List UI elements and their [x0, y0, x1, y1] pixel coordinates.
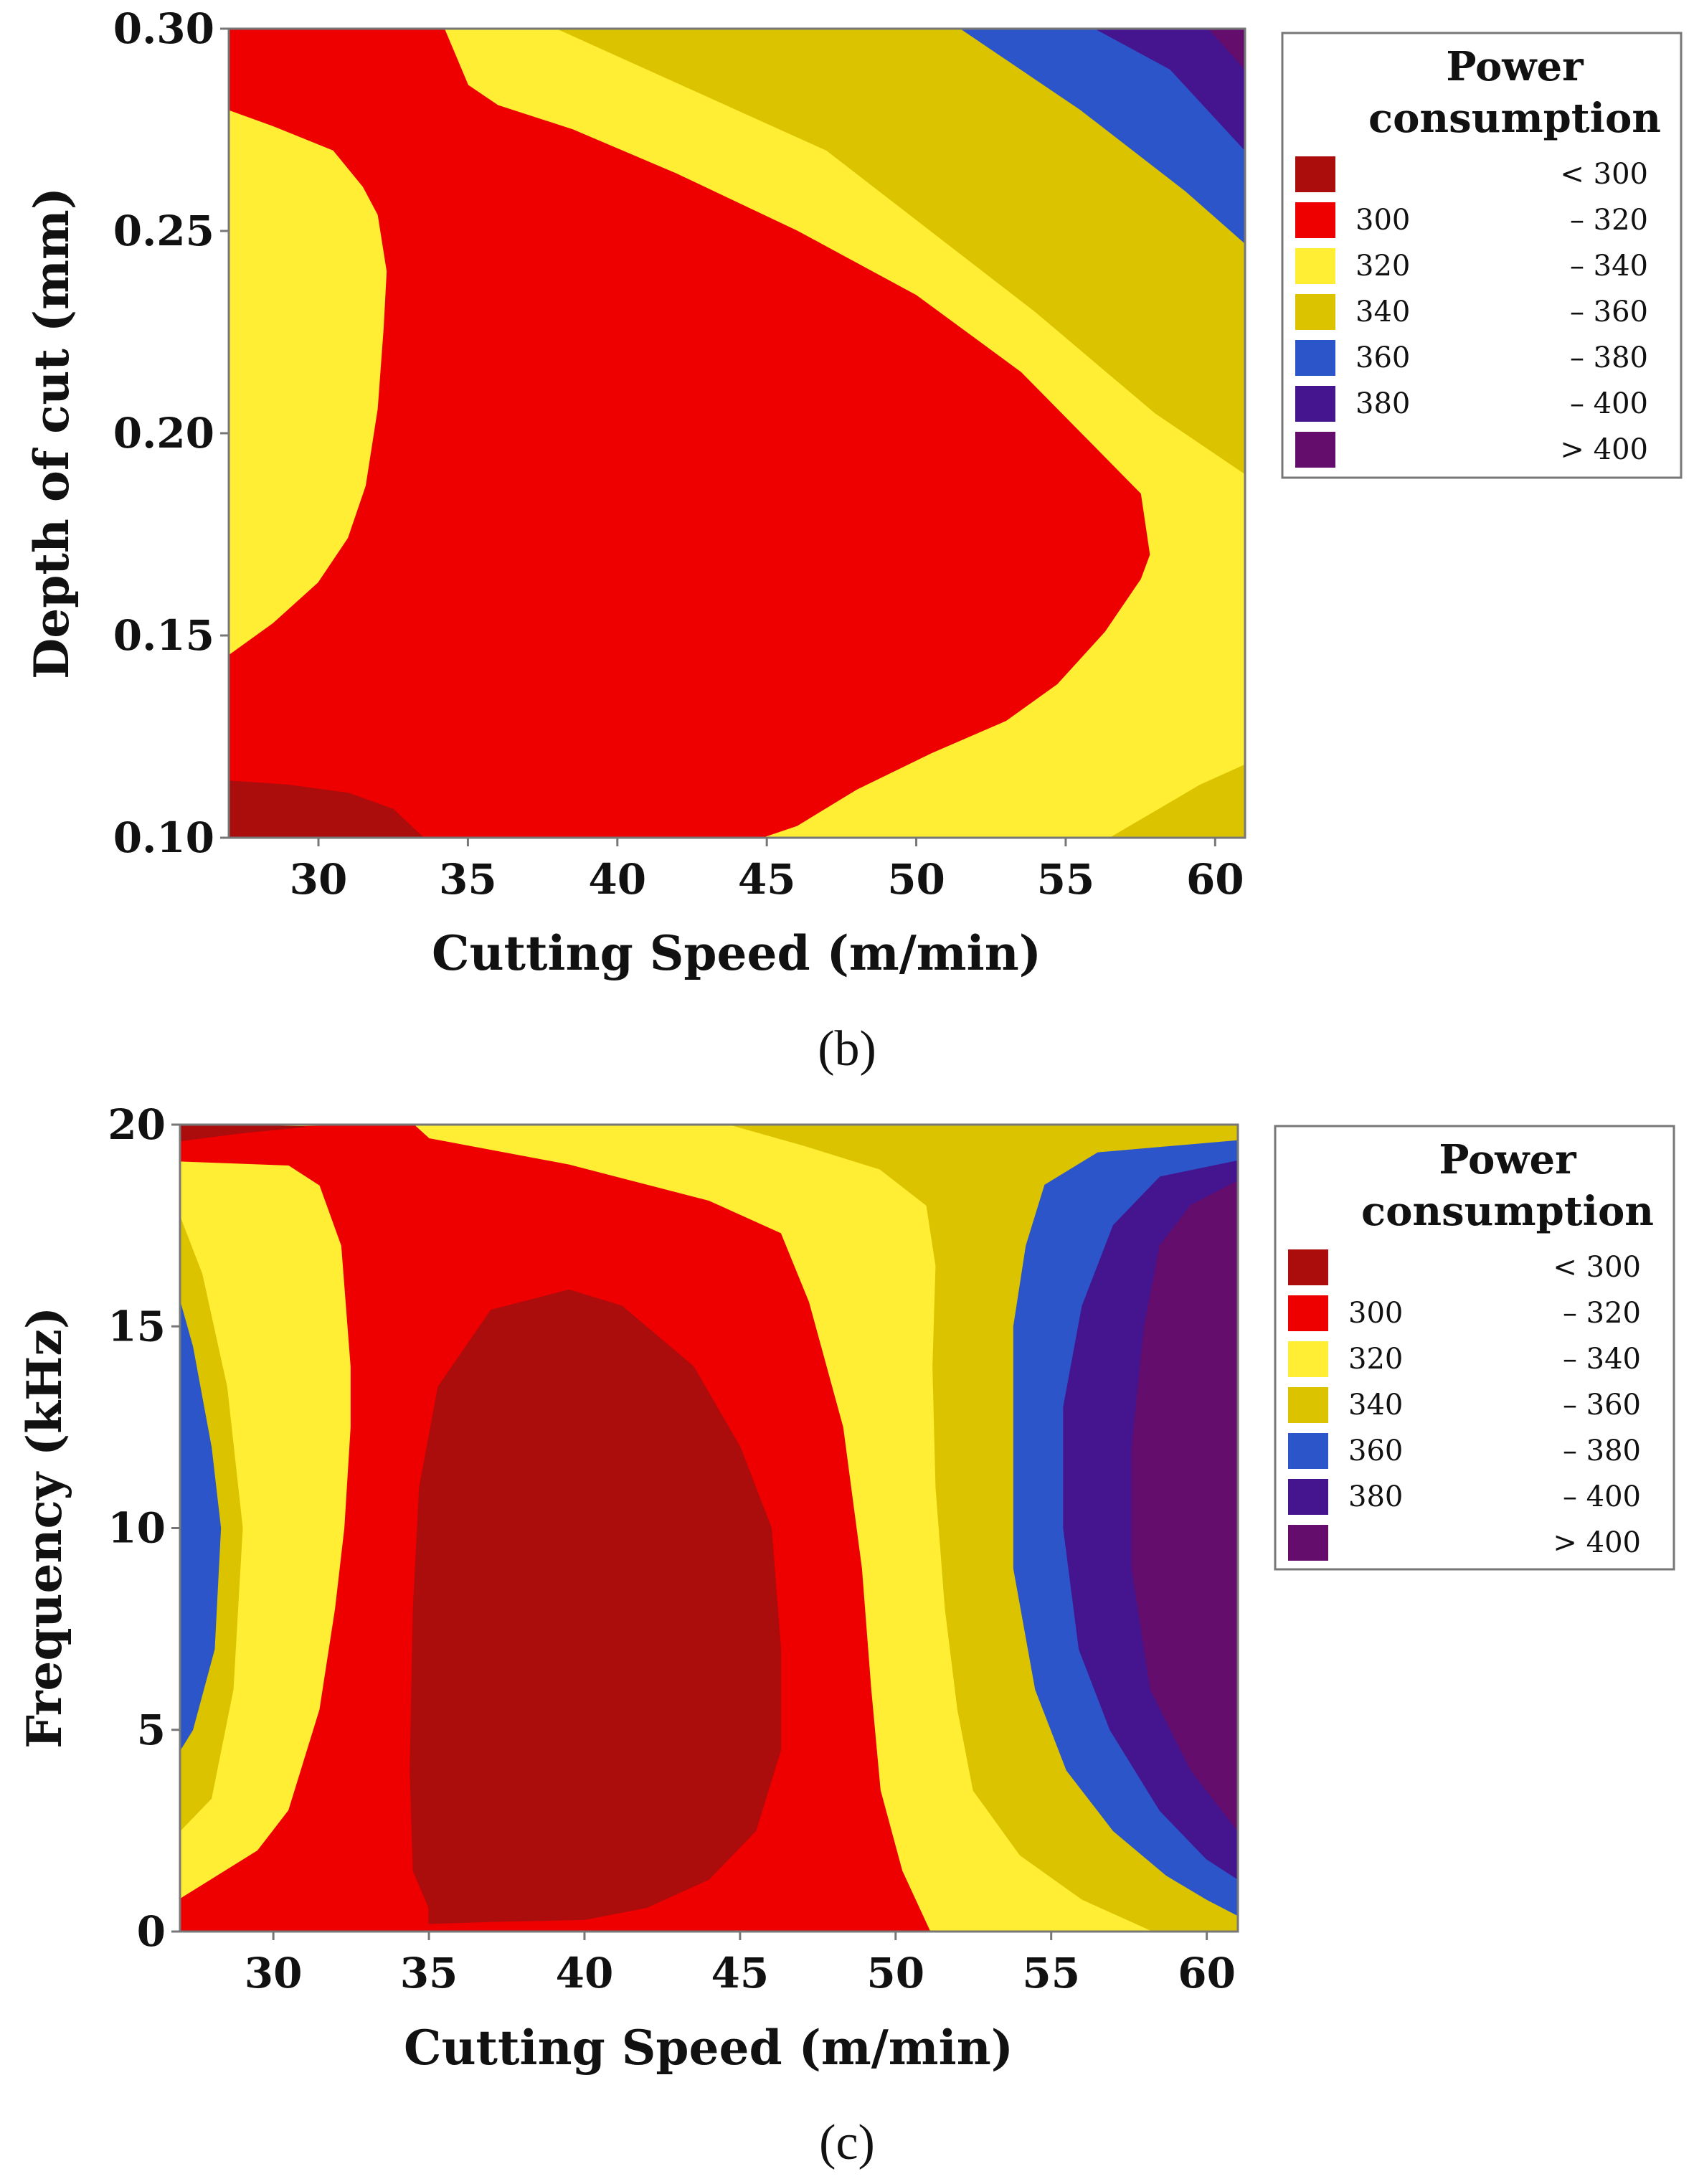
contour-region-4	[1094, 29, 1245, 151]
x-tick-label: 55	[1022, 1949, 1080, 1998]
legend-title-line2: consumption	[1361, 1188, 1654, 1235]
legend-high-label: – 320	[1563, 1297, 1641, 1330]
x-axis-ticks: 30 35 40 45 50 55 60	[290, 838, 1244, 904]
legend-high-label: – 340	[1570, 250, 1648, 283]
x-tick-label: 35	[400, 1949, 458, 1998]
contour-regions	[180, 1125, 1238, 1932]
contour-region-2	[1109, 764, 1245, 838]
y-axis-title: Frequency (kHz)	[16, 1307, 72, 1749]
legend-low-label: 340	[1348, 1389, 1403, 1422]
legend-swatch	[1295, 432, 1335, 468]
legend-high-label: < 300	[1560, 158, 1648, 191]
x-tick-label: 40	[556, 1949, 614, 1998]
y-tick-label: 0.30	[113, 4, 214, 53]
legend-high-label: – 340	[1563, 1343, 1641, 1376]
contour-region-3	[960, 29, 1245, 244]
legend-high-label: – 380	[1570, 341, 1648, 374]
legend-low-label: 360	[1355, 341, 1410, 374]
x-tick-label: 30	[245, 1949, 303, 1998]
contour-chart-b: 30 35 40 45 50 55 60 0.10 0.15 0.20 0.25 0.30 Cutt…	[24, 4, 1683, 1077]
legend-low-label: 340	[1355, 296, 1410, 328]
y-tick-label: 10	[108, 1504, 166, 1553]
legend-swatch	[1295, 156, 1335, 192]
legend-high-label: > 400	[1553, 1526, 1641, 1559]
y-tick-label: 0.25	[113, 207, 214, 255]
legend-low-label: 360	[1348, 1434, 1403, 1467]
legend-high-label: – 360	[1570, 296, 1648, 328]
legend-swatch	[1288, 1295, 1328, 1331]
legend-high-label: – 400	[1563, 1480, 1641, 1513]
legend-swatch	[1288, 1525, 1328, 1561]
legend-low-label: 320	[1355, 250, 1410, 283]
legend-swatch	[1295, 386, 1335, 422]
contour-region-8	[410, 1289, 782, 1924]
x-axis-ticks: 30 35 40 45 50 55 60	[245, 1932, 1236, 1998]
contour-region-6	[1131, 1181, 1238, 1832]
legend-box	[1274, 1125, 1675, 1571]
contour-region-7	[229, 780, 424, 838]
legend-title-line2: consumption	[1368, 95, 1661, 142]
x-tick-label: 50	[887, 855, 945, 904]
y-tick-label: 15	[108, 1302, 166, 1351]
x-tick-label: 60	[1186, 855, 1244, 904]
legend: Power consumption < 300 300 – 320 320 – 340 3…	[1274, 1125, 1675, 1571]
legend-low-label: 300	[1355, 204, 1410, 237]
x-tick-label: 35	[439, 855, 497, 904]
x-tick-label: 45	[711, 1949, 770, 1998]
legend-swatch	[1288, 1387, 1328, 1423]
legend-high-label: – 400	[1570, 387, 1648, 420]
legend-title-line1: Power	[1439, 1136, 1577, 1183]
y-axis-ticks: 0.10 0.15 0.20 0.25 0.30	[113, 4, 229, 862]
legend-box	[1281, 32, 1683, 479]
contour-region-5	[1208, 29, 1245, 70]
y-tick-label: 0.15	[113, 611, 214, 660]
legend-high-label: – 360	[1563, 1389, 1641, 1422]
legend-low-label: 300	[1348, 1297, 1403, 1330]
contour-region-1	[557, 29, 1245, 475]
x-tick-label: 30	[290, 855, 348, 904]
y-tick-label: 0.20	[113, 409, 214, 458]
x-tick-label: 55	[1037, 855, 1095, 904]
contour-chart-c: 30 35 40 45 50 55 60 0 5 10 15 20 Cutting Speed (m…	[0, 1092, 1694, 2184]
contour-regions	[229, 29, 1245, 838]
x-tick-label: 45	[738, 855, 796, 904]
legend-swatch	[1295, 248, 1335, 284]
legend-swatch	[1288, 1479, 1328, 1515]
legend-swatch	[1295, 294, 1335, 330]
x-tick-label: 50	[866, 1949, 924, 1998]
legend-swatch	[1288, 1433, 1328, 1469]
y-tick-label: 5	[137, 1706, 166, 1754]
legend-swatch	[1288, 1341, 1328, 1377]
legend-low-label: 380	[1355, 387, 1410, 420]
legend-low-label: 320	[1348, 1343, 1403, 1376]
legend-high-label: – 380	[1563, 1434, 1641, 1467]
legend-high-label: < 300	[1553, 1251, 1641, 1284]
contour-region-9	[180, 1125, 306, 1142]
y-tick-label: 0	[137, 1907, 166, 1956]
chart-b-svg: 30 35 40 45 50 55 60 0.10 0.15 0.20 0.25 0.30 Cutt…	[24, 4, 1683, 1077]
y-tick-label: 0.10	[113, 813, 214, 862]
chart-c-svg: 30 35 40 45 50 55 60 0 5 10 15 20 Cutting Speed (m…	[16, 1100, 1675, 2170]
legend-high-label: – 320	[1570, 204, 1648, 237]
y-axis-ticks: 0 5 10 15 20	[108, 1100, 180, 1956]
y-tick-label: 20	[108, 1100, 166, 1149]
panel-label: (b)	[818, 1021, 876, 1077]
legend-swatch	[1295, 202, 1335, 238]
legend-low-label: 380	[1348, 1480, 1403, 1513]
contour-region-4	[180, 1301, 222, 1751]
x-tick-label: 60	[1178, 1949, 1236, 1998]
panel-label: (c)	[819, 2115, 875, 2170]
legend-swatch	[1288, 1249, 1328, 1285]
x-axis-title: Cutting Speed (m/min)	[432, 925, 1041, 981]
legend-high-label: > 400	[1560, 433, 1648, 466]
legend-swatch	[1295, 340, 1335, 376]
x-tick-label: 40	[588, 855, 646, 904]
legend-title-line1: Power	[1446, 43, 1584, 90]
y-axis-title: Depth of cut (mm)	[24, 187, 80, 679]
legend: Power consumption < 300 300 – 320 320 – 340 3…	[1281, 32, 1683, 479]
x-axis-title: Cutting Speed (m/min)	[404, 2020, 1013, 2076]
contour-region-6	[229, 29, 1150, 838]
